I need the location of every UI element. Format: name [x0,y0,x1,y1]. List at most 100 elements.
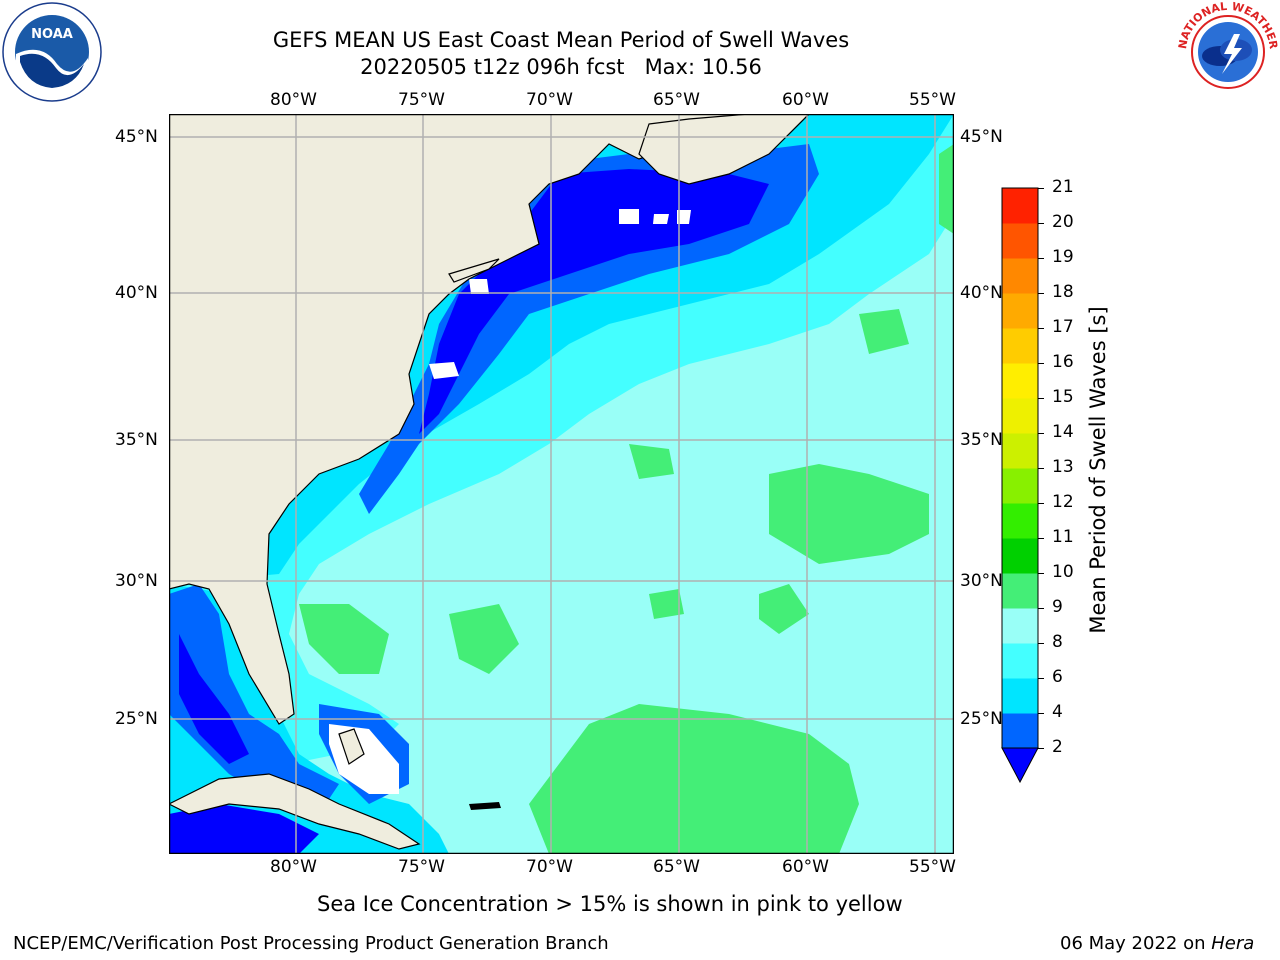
land-long-island [448,258,500,283]
footer-machine: Hera [1211,933,1255,954]
colorbar-tick-mark [1038,433,1044,434]
colorbar-tick-mark [1038,293,1044,294]
map-frame [168,113,955,855]
lon-label-60w-bottom: 60°W [782,857,829,877]
no-data-patch [469,279,489,294]
lon-label-75w-top: 75°W [398,90,445,110]
lat-label-45n-left: 45°N [115,127,158,147]
land-hispaniola [469,802,501,810]
colorbar-tick-mark [1038,503,1044,504]
nws-logo: NATIONAL WEATHER SERVICE [1172,0,1280,104]
colorbar-segment [1002,678,1038,714]
ocean-9-10s [529,704,859,854]
colorbar-tick-label: 15 [1052,387,1074,407]
colorbar-tick-label: 14 [1052,422,1074,442]
colorbar-tick-label: 12 [1052,492,1074,512]
ocean-9-10s [629,444,674,479]
colorbar-tick-mark [1038,748,1044,749]
graticule [169,114,954,854]
colorbar-tick-label: 19 [1052,247,1074,267]
colorbar-tick-label: 2 [1052,737,1063,757]
lon-label-70w-bottom: 70°W [526,857,573,877]
colorbar-segment [1002,223,1038,259]
footer-date: 06 May 2022 on Hera [1060,933,1254,954]
no-data-patch [653,214,669,224]
lon-label-55w-bottom: 55°W [909,857,956,877]
colorbar-tick-label: 20 [1052,212,1074,232]
map-subtitle: 20220505 t12z 096h fcst Max: 10.56 [360,55,762,79]
lon-label-65w-top: 65°W [653,90,700,110]
footer-branch: NCEP/EMC/Verification Post Processing Pr… [13,933,609,954]
noaa-logo-text: NOAA [31,27,73,42]
lat-label-40n-right: 40°N [960,283,1003,303]
land-cuba [169,773,421,850]
swell-period-map [168,113,955,855]
lon-label-75w-bottom: 75°W [398,857,445,877]
colorbar-tick-mark [1038,328,1044,329]
colorbar-segment [1002,293,1038,329]
colorbar-tick-mark [1038,398,1044,399]
lon-label-80w-top: 80°W [270,90,317,110]
lat-label-30n-right: 30°N [960,571,1003,591]
colorbar-segment [1002,188,1038,224]
colorbar-tick-mark [1038,538,1044,539]
lat-label-30n-left: 30°N [115,571,158,591]
lat-label-35n-left: 35°N [115,430,158,450]
no-data-patch [619,209,639,224]
ocean-9-10s [759,584,809,634]
no-data-patch [429,362,459,379]
colorbar-segment [1002,433,1038,469]
land-nova-scotia [638,114,810,185]
colorbar-tick-mark [1038,258,1044,259]
colorbar-tick-mark [1038,713,1044,714]
colorbar-tick-mark [1038,468,1044,469]
colorbar-segment [1002,468,1038,504]
land-bahamas [338,728,365,765]
lat-label-25n-left: 25°N [115,709,158,729]
colorbar-tick-label: 9 [1052,597,1063,617]
colorbar-tick-label: 11 [1052,527,1074,547]
lat-label-45n-right: 45°N [960,127,1003,147]
colorbar-segment [1002,398,1038,434]
colorbar-tick-mark [1038,573,1044,574]
ocean-below-2s-gulf [179,634,249,764]
colorbar-segment [1002,573,1038,609]
lon-label-55w-top: 55°W [909,90,956,110]
colorbar-segment [1002,713,1038,749]
colorbar-tick-mark [1038,643,1044,644]
lon-label-60w-top: 60°W [782,90,829,110]
map-title: GEFS MEAN US East Coast Mean Period of S… [272,28,850,52]
no-data-patch [677,210,691,224]
ocean-9-10s [299,604,389,674]
colorbar-segment [1002,328,1038,364]
colorbar-tick-mark [1038,678,1044,679]
colorbar-label: Mean Period of Swell Waves [s] [1086,306,1110,634]
colorbar-tick-label: 18 [1052,282,1074,302]
ocean-9-10s [449,604,519,674]
colorbar-segment [1002,643,1038,679]
colorbar-tick-label: 13 [1052,457,1074,477]
footer-date-text: 06 May 2022 on [1060,933,1212,954]
colorbar-tick-label: 8 [1052,632,1063,652]
colorbar-tick-label: 17 [1052,317,1074,337]
ocean-9-10s [769,464,929,564]
colorbar-tick-label: 4 [1052,702,1063,722]
lat-label-25n-right: 25°N [960,709,1003,729]
colorbar-tick-label: 10 [1052,562,1074,582]
ocean-9-10s [939,144,954,234]
colorbar-tick-mark [1038,223,1044,224]
colorbar-tick-label: 6 [1052,667,1063,687]
lat-label-35n-right: 35°N [960,430,1003,450]
colorbar-segment [1002,538,1038,574]
colorbar-tick-label: 21 [1052,177,1074,197]
colorbar-segment [1002,258,1038,294]
lat-label-40n-left: 40°N [115,283,158,303]
colorbar-segment [1002,503,1038,539]
colorbar-tick-mark [1038,363,1044,364]
ocean-9-10s [859,309,909,354]
colorbar-ticks: 2 4 6 8 9 10 11 12 13 14 15 16 17 18 19 20 21 [1038,0,1092,960]
colorbar-tick-mark [1038,608,1044,609]
colorbar [1000,186,1040,786]
colorbar-segment [1002,363,1038,399]
lon-label-70w-top: 70°W [526,90,573,110]
